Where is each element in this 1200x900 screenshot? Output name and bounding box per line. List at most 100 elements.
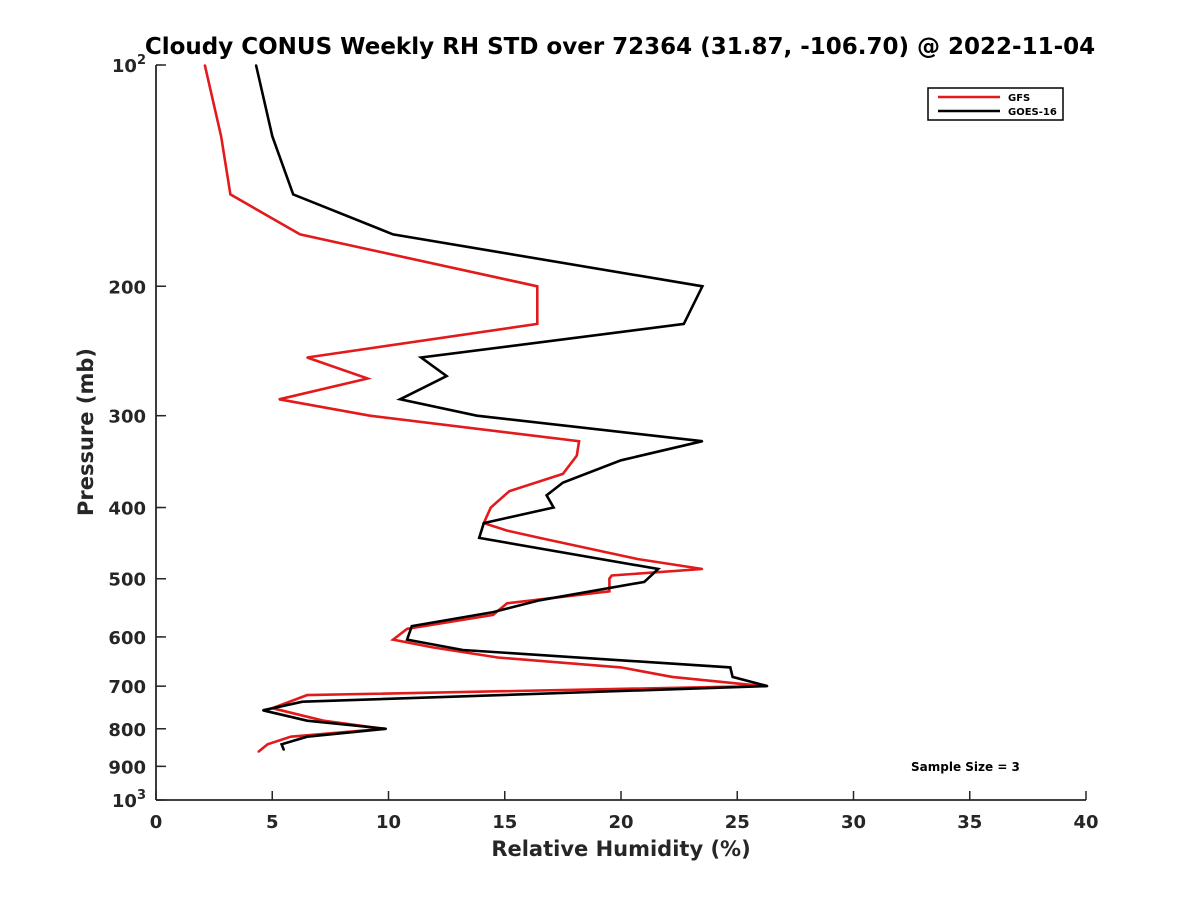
- data-point-gfs: [278, 398, 281, 401]
- data-point-gfs: [610, 574, 613, 577]
- data-point-gfs: [575, 454, 578, 457]
- data-point-goes-16: [385, 727, 388, 730]
- data-point-goes-16: [306, 719, 308, 722]
- data-point-gfs: [220, 135, 223, 138]
- x-tick-label: 20: [608, 812, 633, 833]
- legend-label-goes-16: GOES-16: [1008, 107, 1057, 118]
- data-point-gfs: [492, 614, 494, 616]
- x-tick-label: 25: [725, 812, 750, 833]
- legend-label-gfs: GFS: [1008, 93, 1030, 104]
- data-point-gfs: [299, 233, 301, 236]
- data-point-gfs: [366, 377, 369, 380]
- data-point-gfs: [636, 558, 639, 560]
- data-point-gfs: [266, 743, 269, 746]
- data-point-goes-16: [729, 666, 732, 669]
- data-point-goes-16: [643, 581, 646, 583]
- data-point-gfs: [406, 628, 408, 630]
- y-tick-label: 102: [112, 53, 146, 77]
- data-point-gfs: [538, 537, 541, 539]
- data-point-gfs: [671, 676, 673, 678]
- data-point-gfs: [489, 506, 492, 509]
- data-point-goes-16: [399, 398, 401, 401]
- x-tick-label: 40: [1073, 812, 1098, 833]
- data-point-goes-16: [545, 494, 548, 497]
- data-point-gfs: [506, 529, 508, 532]
- data-point-goes-16: [492, 611, 494, 613]
- data-point-goes-16: [283, 749, 285, 751]
- y-tick-label: 103: [112, 788, 146, 812]
- data-point-goes-16: [701, 440, 704, 443]
- x-axis-label: Relative Humidity (%): [491, 837, 750, 861]
- data-point-goes-16: [280, 743, 283, 746]
- y-tick-label: 200: [108, 277, 146, 298]
- data-point-goes-16: [701, 285, 704, 288]
- series-line-gfs: [203, 64, 763, 753]
- chart-title: Cloudy CONUS Weekly RH STD over 72364 (3…: [145, 34, 1095, 60]
- y-tick-label: 500: [108, 570, 146, 591]
- data-point-goes-16: [306, 735, 308, 738]
- series-layer: [203, 64, 769, 753]
- data-point-goes-16: [420, 356, 422, 359]
- data-point-goes-16: [476, 414, 478, 417]
- data-point-gfs: [229, 193, 232, 196]
- data-point-goes-16: [392, 233, 394, 236]
- data-point-goes-16: [406, 638, 408, 641]
- data-point-gfs: [701, 568, 704, 570]
- data-point-gfs: [536, 285, 539, 288]
- legend-box: [927, 87, 1064, 121]
- plot-area: 0 5 10 15 20 25 30 35 40 102 200 300 400 500 600 700 80…: [108, 53, 1098, 833]
- legend: GFS GOES-16: [927, 87, 1064, 121]
- x-tick-label: 0: [150, 812, 163, 833]
- data-point-gfs: [306, 356, 308, 359]
- data-point-gfs: [203, 64, 206, 66]
- y-tick-label: 300: [108, 407, 146, 428]
- data-point-gfs: [290, 735, 292, 738]
- data-point-gfs: [392, 638, 394, 641]
- y-tick-label: 600: [108, 628, 146, 649]
- data-point-goes-16: [292, 193, 295, 196]
- x-tick-label: 10: [376, 812, 401, 833]
- data-point-goes-16: [462, 649, 464, 651]
- data-point-goes-16: [620, 459, 622, 462]
- data-point-goes-16: [731, 676, 734, 678]
- data-point-gfs: [496, 656, 499, 659]
- series-line-goes-16: [254, 64, 768, 751]
- data-point-goes-16: [445, 375, 448, 377]
- sample-size-annotation: Sample Size = 3: [911, 760, 1020, 774]
- data-point-gfs: [608, 590, 611, 593]
- data-point-goes-16: [262, 709, 264, 712]
- x-tick-label: 5: [266, 812, 279, 833]
- data-point-goes-16: [301, 700, 304, 703]
- data-point-goes-16: [552, 506, 555, 509]
- data-point-goes-16: [538, 599, 541, 602]
- data-point-goes-16: [657, 568, 660, 570]
- y-tick-label: 400: [108, 499, 146, 520]
- x-ticks: 0 5 10 15 20 25 30 35 40: [150, 791, 1099, 833]
- data-point-goes-16: [271, 135, 274, 138]
- data-point-gfs: [306, 694, 308, 696]
- data-point-goes-16: [410, 625, 413, 627]
- data-point-goes-16: [255, 64, 257, 66]
- y-ticks: 102 200 300 400 500 600 700 800 900 103: [108, 53, 166, 812]
- data-point-goes-16: [478, 537, 481, 539]
- data-point-gfs: [608, 577, 611, 580]
- y-axis-label: Pressure (mb): [74, 348, 98, 516]
- data-point-gfs: [506, 602, 508, 605]
- data-point-gfs: [536, 323, 539, 325]
- data-point-gfs: [620, 666, 622, 669]
- y-tick-label: 700: [108, 677, 146, 698]
- y-tick-label: 900: [108, 757, 146, 778]
- data-point-goes-16: [682, 323, 685, 325]
- x-tick-label: 30: [841, 812, 866, 833]
- y-tick-label: 800: [108, 720, 146, 741]
- data-point-goes-16: [482, 522, 485, 524]
- data-point-gfs: [431, 646, 434, 649]
- data-point-gfs: [578, 440, 580, 443]
- data-point-goes-16: [562, 481, 564, 484]
- x-tick-label: 15: [492, 812, 517, 833]
- data-point-goes-16: [766, 685, 769, 687]
- data-point-gfs: [369, 414, 371, 417]
- data-point-gfs: [508, 490, 511, 492]
- data-point-gfs: [562, 473, 564, 475]
